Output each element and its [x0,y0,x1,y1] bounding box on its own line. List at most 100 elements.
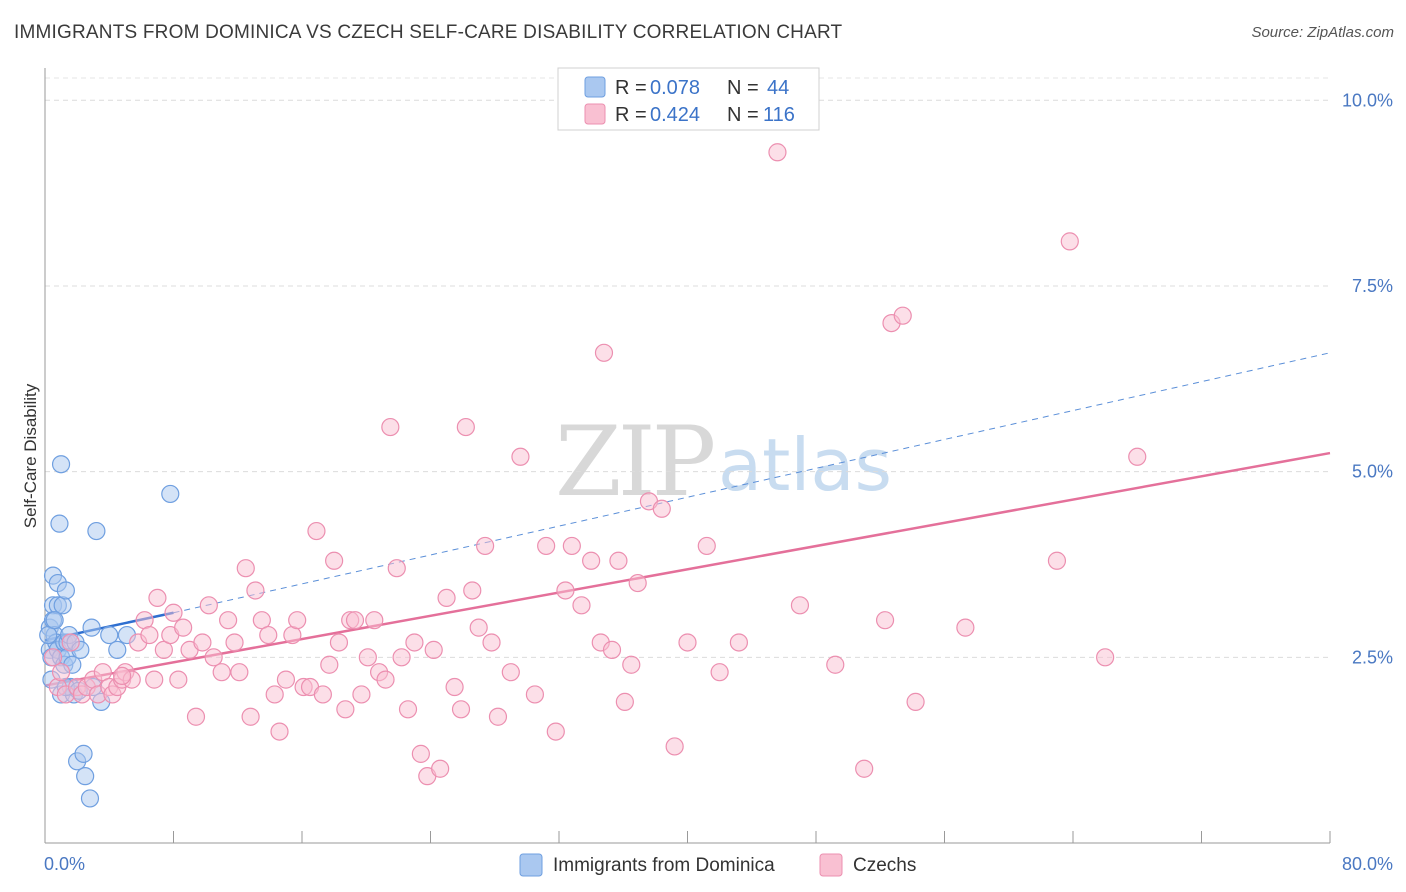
czechs-point-45 [288,611,307,630]
czechs-point-20 [145,670,164,689]
dominica-point-18 [56,581,75,600]
series-czechs-points [43,143,1147,786]
czechs-point-76 [476,536,495,556]
czechs-point-79 [501,663,520,682]
czechs-point-78 [488,707,508,726]
dominica-point-37 [161,484,180,504]
czechs-point-65 [405,633,424,652]
czechs-point-101 [729,633,749,652]
czechs-point-57 [358,648,377,667]
legend-r-label-dominica: R = [615,77,647,99]
dominica-point-31 [82,618,101,637]
czechs-point-84 [556,581,575,600]
czechs-point-32 [212,663,231,682]
czechs-point-56 [352,685,371,704]
czechs-point-29 [193,633,212,652]
czechs-point-4 [61,633,80,652]
czechs-point-105 [855,759,874,778]
czechs-point-24 [164,603,183,622]
czechs-point-37 [241,707,260,726]
czechs-point-25 [169,670,188,689]
czechs-point-103 [790,596,810,615]
czechs-point-93 [622,655,641,674]
czechs-point-53 [336,700,355,719]
czechs-point-66 [411,744,430,763]
czechs-point-97 [665,737,684,756]
dominica-point-15 [53,596,72,615]
legend-r-value-czechs: 0.424 [650,104,700,126]
czechs-point-96 [652,499,671,518]
czechs-point-80 [511,447,530,466]
czechs-point-94 [628,573,647,593]
czechs-point-115 [112,666,132,685]
czechs-point-33 [219,611,238,630]
dominica-point-33 [87,521,106,541]
bottom-legend-swatch-dominica [519,853,543,877]
czechs-point-73 [456,417,475,437]
legend-n-label-czechs: N = [727,104,759,126]
czechs-point-99 [697,536,716,556]
czechs-point-87 [582,551,601,570]
czechs-point-82 [537,536,556,556]
czechs-point-90 [602,640,622,659]
czechs-point-55 [345,611,365,630]
x-tick-label-max: 80.0% [1342,854,1393,874]
czechs-point-28 [186,707,206,726]
czechs-point-109 [906,692,925,711]
y-tick-label-0: 2.5% [1352,647,1393,667]
czechs-point-83 [546,722,565,741]
dominica-point-40 [45,611,64,630]
czechs-point-64 [398,700,418,719]
czechs-point-69 [431,759,450,778]
czechs-point-58 [365,611,384,630]
legend-r-value-dominica: 0.078 [650,77,700,99]
czechs-point-52 [329,633,349,652]
czechs-point-81 [525,685,545,704]
dominica-point-28 [74,744,93,763]
czechs-point-92 [615,692,634,711]
y-axis-title: Self-Care Disability [21,383,40,528]
legend-n-value-czechs: 116 [763,104,795,126]
czechs-point-102 [768,143,787,162]
czechs-point-48 [307,521,326,541]
czechs-point-36 [236,559,255,578]
czechs-point-41 [265,685,284,704]
czechs-point-50 [320,655,339,674]
bottom-legend-swatch-czechs [819,853,843,877]
czechs-point-34 [225,633,244,652]
legend-n-label-dominica: N = [727,77,759,99]
y-tick-labels: 2.5% 5.0% 7.5% 10.0% [1342,90,1393,667]
czechs-point-42 [270,722,289,741]
y-tick-label-3: 10.0% [1342,90,1393,110]
czechs-point-0 [43,648,63,667]
x-tick-label-min: 0.0% [44,854,85,874]
czechs-point-89 [594,343,614,362]
czechs-point-21 [148,588,167,608]
czechs-point-77 [482,633,501,652]
x-tick-labels: 0.0% 80.0% [44,854,1393,874]
czechs-point-49 [313,685,332,704]
czechs-point-114 [1128,447,1147,466]
czechs-point-68 [424,640,443,659]
dominica-point-36 [108,640,127,659]
czechs-point-71 [445,677,464,697]
czechs-point-104 [826,655,845,674]
czechs-point-110 [956,618,975,637]
legend-bottom: Immigrants from Dominica Czechs [519,853,916,877]
bottom-legend-label-dominica: Immigrants from Dominica [553,855,775,876]
czechs-point-2 [51,663,71,682]
legend-r-label-czechs: R = [615,104,647,126]
czechs-point-100 [710,663,729,682]
czechs-point-75 [469,618,488,637]
trend-line-czechs [44,451,1331,687]
czechs-point-60 [376,670,395,689]
chart-title: IMMIGRANTS FROM DOMINICA VS CZECH SELF-C… [14,22,843,43]
czechs-point-51 [325,551,344,570]
czechs-point-61 [381,417,400,437]
czechs-point-38 [246,581,265,600]
legend-n-value-dominica: 44 [767,77,789,99]
czechs-point-72 [451,700,471,719]
czechs-point-19 [140,625,159,645]
legend-top: R = 0.078 N = 44 R = 0.424 N = 116 [557,67,820,131]
